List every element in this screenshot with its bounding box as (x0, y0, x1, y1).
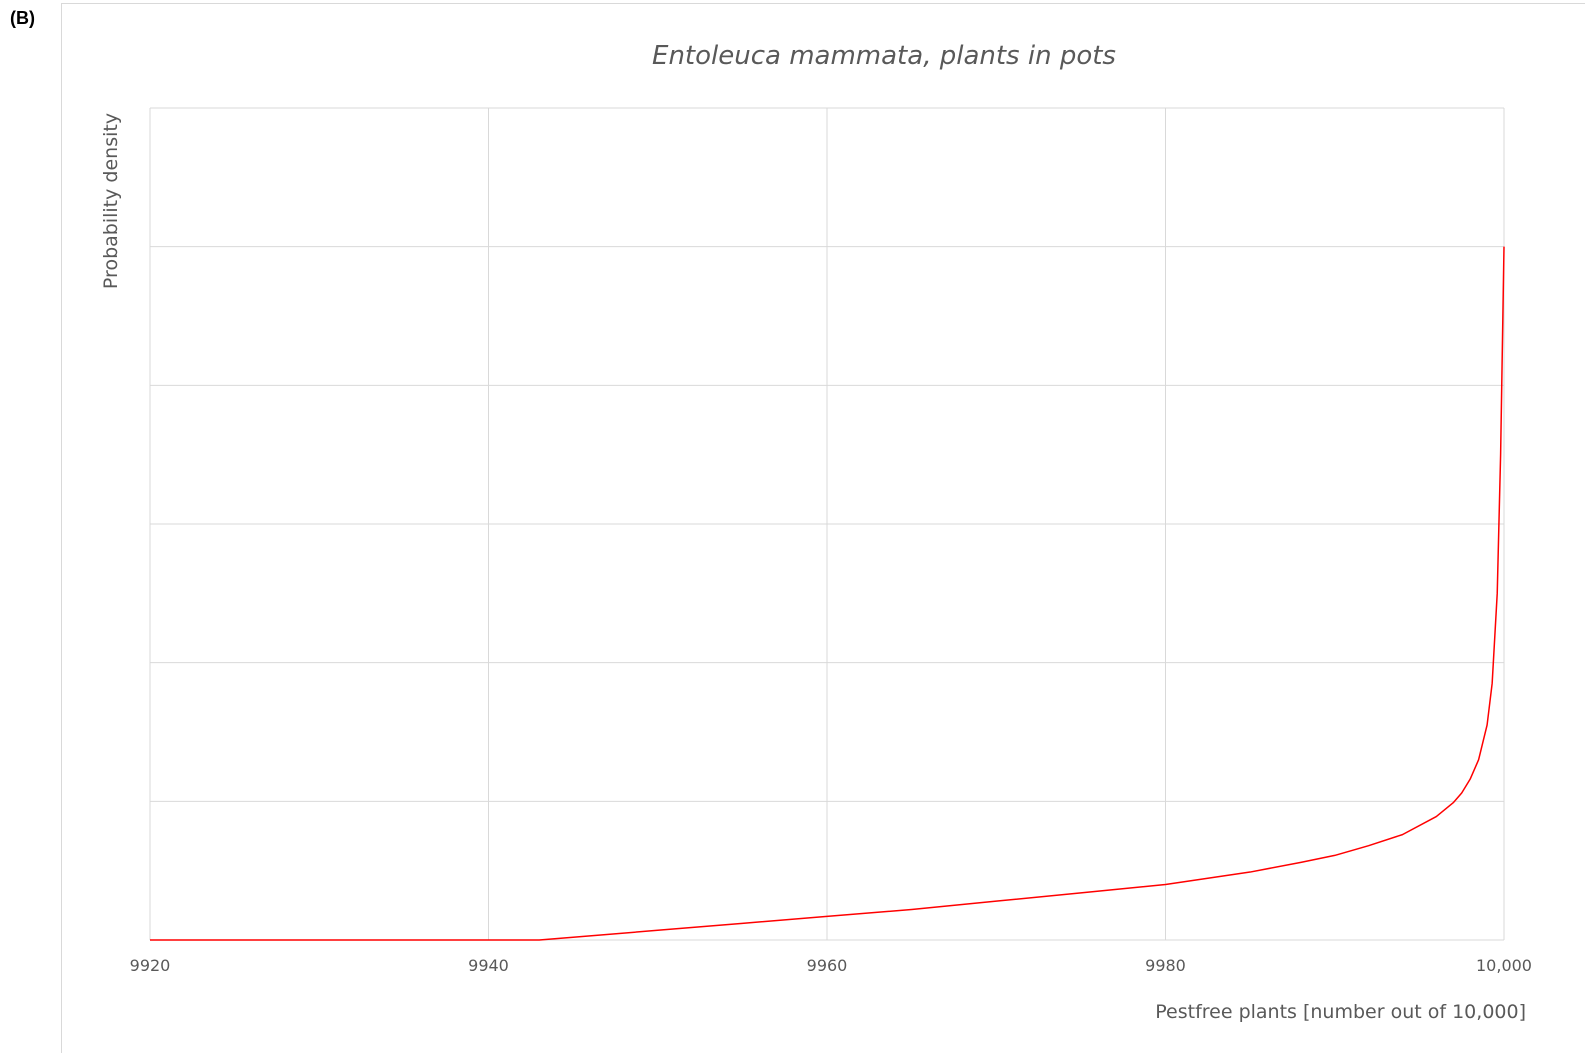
chart-frame (61, 3, 1585, 1053)
x-tick-label: 9980 (1145, 956, 1186, 975)
x-tick-label: 10,000 (1476, 956, 1532, 975)
x-axis-label: Pestfree plants [number out of 10,000] (1155, 1001, 1526, 1023)
series-layer (150, 246, 1505, 941)
x-tick-label: 9920 (130, 956, 171, 975)
panel-label: (B) (10, 8, 35, 28)
horizontal-gridlines (150, 107, 1504, 941)
chart-title: Entoleuca mammata, plants in pots (652, 41, 1116, 71)
x-tick-label: 9940 (468, 956, 509, 975)
x-tick-labels: 9920 9940 9960 9980 10,000 (130, 956, 1532, 975)
x-tick-label: 9960 (807, 956, 848, 975)
density-line-series-0 (150, 246, 1505, 941)
y-axis-label: Probability density (100, 113, 122, 289)
